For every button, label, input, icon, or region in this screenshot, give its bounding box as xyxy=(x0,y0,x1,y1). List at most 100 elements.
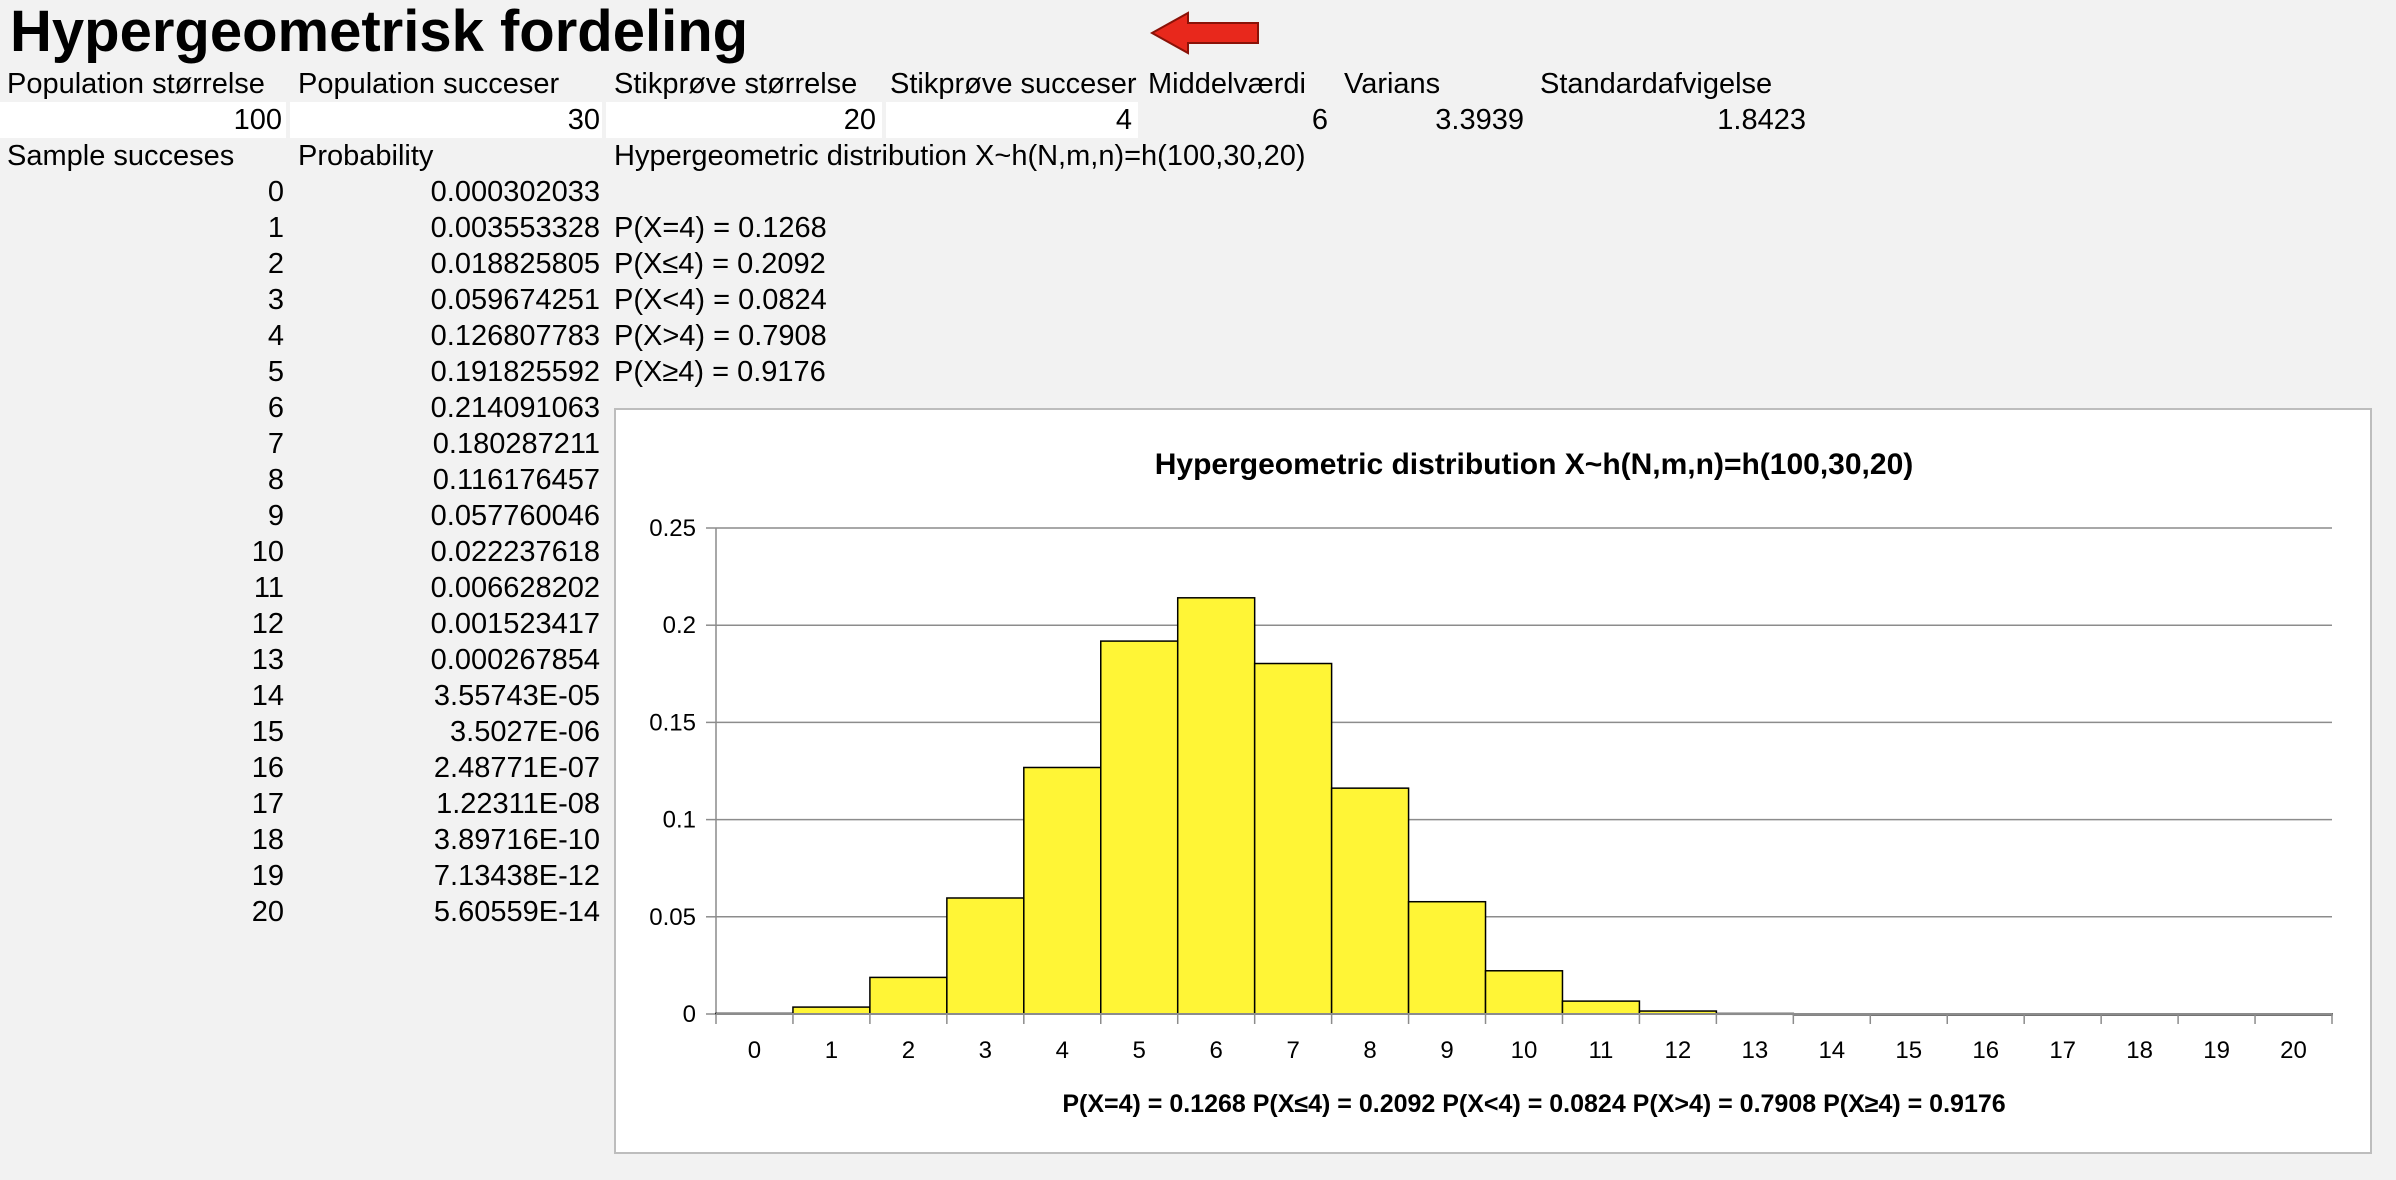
header-sample-successes: Stikprøve succeser xyxy=(890,68,1137,100)
table-row-probability: 3.5027E-06 xyxy=(450,716,600,748)
page-title: Hypergeometrisk fordeling xyxy=(10,0,749,64)
population-successes-cell[interactable] xyxy=(290,102,602,138)
table-row-probability: 2.48771E-07 xyxy=(433,752,600,784)
bar xyxy=(792,1006,871,1015)
x-tick-label: 8 xyxy=(1363,1037,1376,1064)
table-row-probability: 0.180287211 xyxy=(432,428,600,460)
x-tick-label: 0 xyxy=(748,1037,761,1064)
table-row-probability: 0.022237618 xyxy=(430,536,600,568)
table-row-probability: 0.057760046 xyxy=(430,500,600,532)
table-row-probability: 0.214091063 xyxy=(430,392,600,424)
table-row-probability: 0.006628202 xyxy=(430,572,600,604)
table-row-x: 17 xyxy=(251,788,284,820)
table-row-probability: 5.60559E-14 xyxy=(433,896,600,928)
table-row-x: 12 xyxy=(251,608,284,640)
sample-successes-value[interactable]: 4 xyxy=(1115,104,1132,136)
bar xyxy=(1023,766,1102,1015)
x-tick-label: 11 xyxy=(1588,1037,1613,1064)
sample-size-cell[interactable] xyxy=(606,102,882,138)
sample-successes-column-header: Sample succeses xyxy=(7,140,235,172)
variance-value: 3.3939 xyxy=(1435,104,1524,136)
table-row-x: 11 xyxy=(253,572,284,604)
table-row-x: 10 xyxy=(251,536,284,568)
header-variance: Varians xyxy=(1344,68,1441,100)
bar xyxy=(1253,662,1333,1015)
x-tick-label: 2 xyxy=(902,1037,915,1064)
arrow-left-icon xyxy=(1150,11,1259,55)
header-stddev: Standardafvigelse xyxy=(1540,68,1773,100)
table-row-x: 13 xyxy=(251,644,284,676)
bar xyxy=(1100,640,1179,1015)
probability-column: 0.000302033 0.003553328 0.018825805 0.05967… xyxy=(290,174,600,930)
y-tick-label: 0.05 xyxy=(649,904,696,931)
x-tick-label: 13 xyxy=(1742,1037,1769,1064)
stat-line: P(X=4) = 0.1268 xyxy=(614,212,827,244)
table-row-x: 2 xyxy=(267,248,284,280)
population-size-cell[interactable] xyxy=(0,102,286,138)
chart-title: Hypergeometric distribution X~h(N,m,n)=h… xyxy=(1155,448,1914,481)
sample-successes-column: 0 1 2 3 4 5 6 7 8 9 10 11 12 13 14 15 16 17 18 19 20 xyxy=(0,174,284,930)
table-row-x: 6 xyxy=(267,392,284,424)
y-tick-label: 0 xyxy=(683,1001,696,1028)
y-tick-label: 0.25 xyxy=(649,515,696,542)
x-tick-label: 3 xyxy=(979,1037,992,1064)
table-row-x: 5 xyxy=(267,356,284,388)
stat-line: P(X<4) = 0.0824 xyxy=(614,284,827,316)
bar xyxy=(1561,1000,1641,1015)
stddev-value: 1.8423 xyxy=(1717,104,1806,136)
header-population-size: Population størrelse xyxy=(7,68,265,100)
table-row-x: 0 xyxy=(267,176,284,208)
chart-area[interactable]: Hypergeometric distribution X~h(N,m,n)=h… xyxy=(614,408,2372,1154)
table-row-x: 3 xyxy=(267,284,284,316)
x-tick-label: 5 xyxy=(1133,1037,1146,1064)
table-row-probability: 0.116176457 xyxy=(432,464,600,496)
table-row-probability: 1.22311E-08 xyxy=(436,788,600,820)
x-tick-label: 7 xyxy=(1286,1037,1299,1064)
y-tick-label: 0.1 xyxy=(663,807,696,834)
x-tick-label: 20 xyxy=(2280,1037,2307,1064)
bar xyxy=(1407,900,1487,1015)
table-row-probability: 7.13438E-12 xyxy=(433,860,600,892)
table-row-probability: 0.191825592 xyxy=(430,356,600,388)
x-tick-label: 18 xyxy=(2126,1037,2153,1064)
table-row-probability: 0.003553328 xyxy=(430,212,600,244)
probability-stats: P(X=4) = 0.1268 P(X≤4) = 0.2092 P(X<4) = 0… xyxy=(614,210,827,390)
table-row-x: 8 xyxy=(267,464,284,496)
x-tick-label: 6 xyxy=(1210,1037,1223,1064)
x-tick-label: 17 xyxy=(2049,1037,2076,1064)
table-row-x: 4 xyxy=(267,320,284,352)
x-tick-label: 12 xyxy=(1665,1037,1692,1064)
stat-line: P(X≤4) = 0.2092 xyxy=(614,248,826,280)
table-row-x: 7 xyxy=(267,428,284,460)
table-row-x: 16 xyxy=(251,752,284,784)
bar xyxy=(1484,970,1564,1015)
stat-line: P(X>4) = 0.7908 xyxy=(614,320,827,352)
table-row-x: 15 xyxy=(251,716,284,748)
table-row-x: 19 xyxy=(251,860,284,892)
y-tick-label: 0.2 xyxy=(663,612,696,639)
x-tick-label: 15 xyxy=(1895,1037,1922,1064)
x-tick-label: 14 xyxy=(1818,1037,1845,1064)
bar xyxy=(869,976,948,1015)
sample-size-value[interactable]: 20 xyxy=(843,104,876,136)
table-row-x: 18 xyxy=(251,824,284,856)
table-row-probability: 3.55743E-05 xyxy=(433,680,600,712)
sample-successes-cell[interactable] xyxy=(886,102,1138,138)
table-row-x: 9 xyxy=(267,500,284,532)
x-tick-label: 19 xyxy=(2203,1037,2230,1064)
table-row-probability: 0.059674251 xyxy=(430,284,600,316)
table-row-x: 1 xyxy=(267,212,284,244)
x-tick-label: 16 xyxy=(1972,1037,1999,1064)
table-row-probability: 0.000302033 xyxy=(430,176,600,208)
table-row-probability: 0.018825805 xyxy=(430,248,600,280)
x-axis-label: P(X=4) = 0.1268 P(X≤4) = 0.2092 P(X<4) =… xyxy=(1062,1090,2005,1118)
table-row-probability: 0.001523417 xyxy=(430,608,600,640)
table-row-probability: 0.126807783 xyxy=(430,320,600,352)
bar xyxy=(946,897,1025,1015)
population-size-value[interactable]: 100 xyxy=(233,104,282,136)
stat-line: P(X≥4) = 0.9176 xyxy=(614,356,826,388)
x-tick-label: 9 xyxy=(1440,1037,1453,1064)
population-successes-value[interactable]: 30 xyxy=(567,104,600,136)
bar xyxy=(1176,597,1256,1015)
table-row-probability: 0.000267854 xyxy=(430,644,600,676)
